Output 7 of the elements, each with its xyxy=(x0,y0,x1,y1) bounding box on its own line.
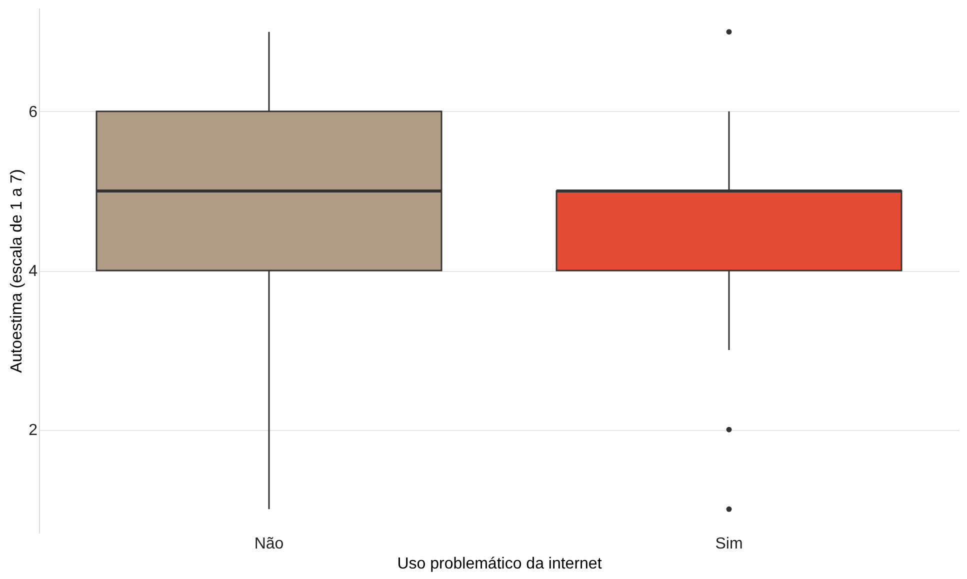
y-tick-label: 2 xyxy=(28,422,38,440)
x-tick-label: Não xyxy=(254,536,284,552)
x-axis-title: Uso problemático da internet xyxy=(397,556,602,572)
x-tick-label: Sim xyxy=(715,536,743,552)
y-axis-title: Autoestima (escala de 1 a 7) xyxy=(8,169,26,373)
y-tick-label: 6 xyxy=(28,104,38,121)
y-tick-label: 4 xyxy=(28,263,38,280)
